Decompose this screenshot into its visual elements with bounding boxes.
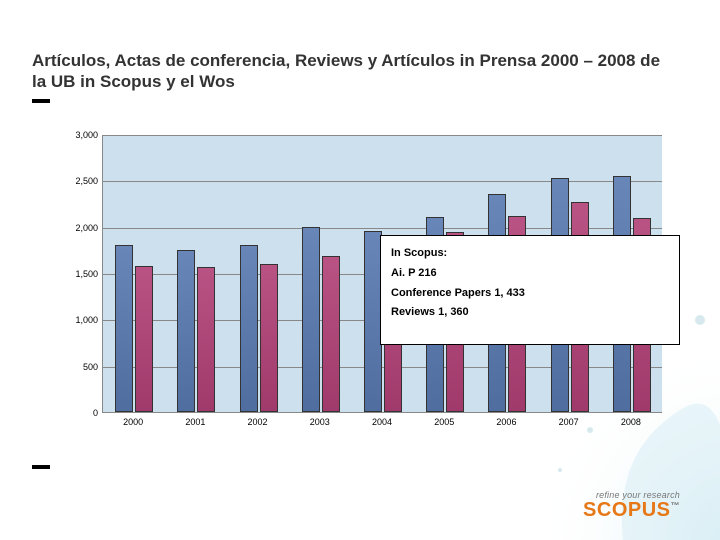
x-axis-label: 2001 — [185, 417, 205, 427]
x-axis-label: 2003 — [310, 417, 330, 427]
bar-scopus — [177, 250, 195, 412]
bar-wos — [322, 256, 340, 412]
y-axis-label: 500 — [58, 362, 98, 372]
grid-line — [103, 135, 662, 136]
callout-line-1: Ai. P 216 — [391, 264, 669, 284]
grid-line — [103, 181, 662, 182]
y-axis-label: 2,000 — [58, 223, 98, 233]
bar-wos — [260, 264, 278, 412]
x-axis-label: 2002 — [248, 417, 268, 427]
callout-line-2: Conference Papers 1, 433 — [391, 284, 669, 304]
bar-wos — [197, 267, 215, 412]
callout-box: In Scopus: Ai. P 216 Conference Papers 1… — [380, 235, 680, 345]
tm-mark: ™ — [671, 500, 681, 510]
divider-bottom — [32, 465, 50, 469]
x-axis-label: 2000 — [123, 417, 143, 427]
divider-top — [32, 99, 50, 103]
y-axis-label: 1,000 — [58, 315, 98, 325]
x-axis-label: 2006 — [496, 417, 516, 427]
x-axis-label: 2004 — [372, 417, 392, 427]
brand-name: SCOPUS — [583, 499, 670, 521]
x-axis-label: 2008 — [621, 417, 641, 427]
x-axis-label: 2007 — [559, 417, 579, 427]
scopus-logo: SCOPUS™ — [583, 500, 680, 520]
bar-scopus — [115, 245, 133, 412]
footer-brand: refine your research SCOPUS™ — [583, 490, 680, 520]
y-axis-label: 1,500 — [58, 269, 98, 279]
y-axis-label: 0 — [58, 408, 98, 418]
bar-wos — [135, 266, 153, 412]
x-axis-label: 2005 — [434, 417, 454, 427]
y-axis-label: 3,000 — [58, 130, 98, 140]
y-axis-label: 2,500 — [58, 176, 98, 186]
callout-header: In Scopus: — [391, 244, 669, 264]
bar-scopus — [240, 245, 258, 412]
bar-scopus — [302, 227, 320, 412]
page-title: Artículos, Actas de conferencia, Reviews… — [32, 50, 672, 93]
callout-line-3: Reviews 1, 360 — [391, 303, 669, 323]
